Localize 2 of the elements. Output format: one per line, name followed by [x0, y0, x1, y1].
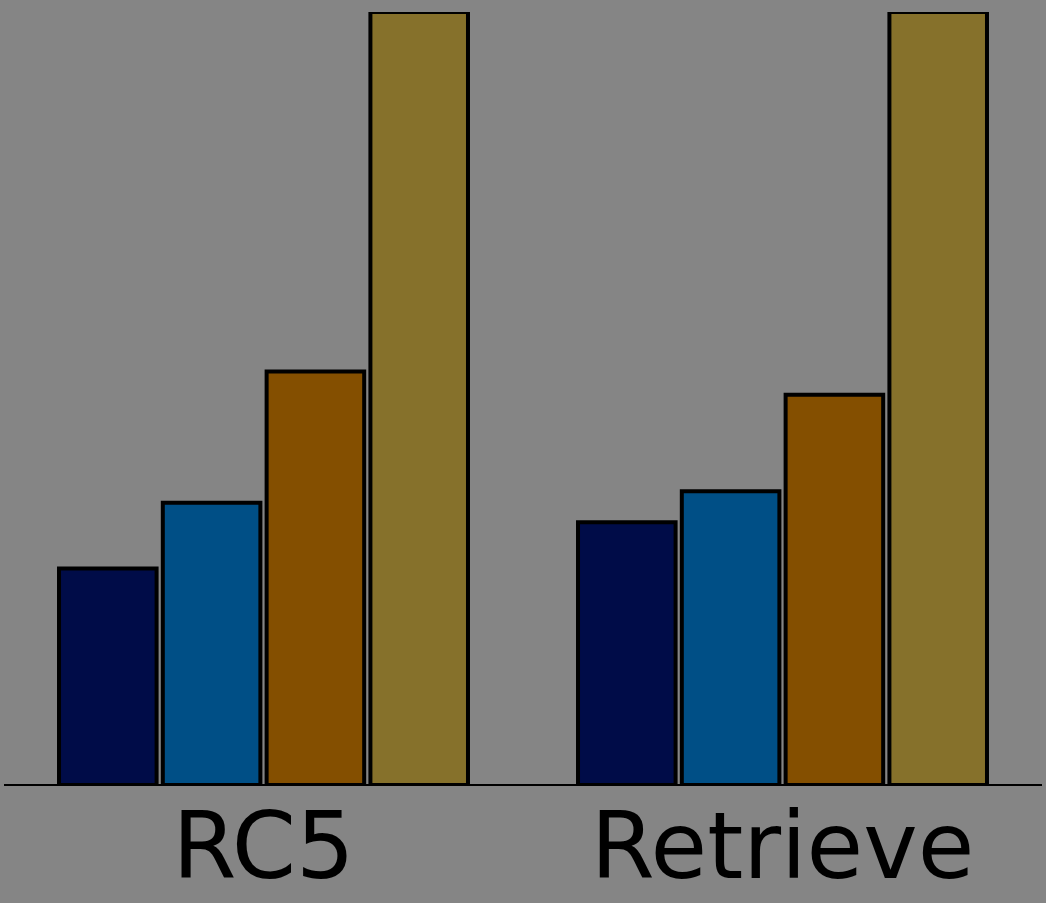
x-tick-label: RC5	[172, 793, 355, 900]
x-tick-label: Retrieve	[590, 793, 975, 900]
